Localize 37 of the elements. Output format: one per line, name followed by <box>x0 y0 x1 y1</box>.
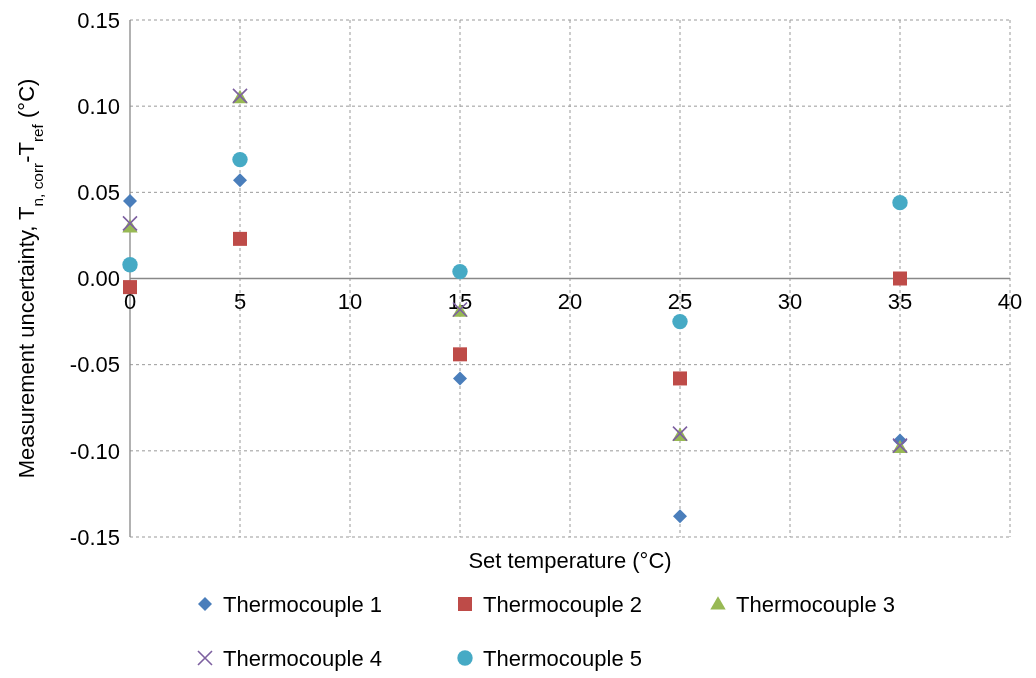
point <box>452 263 468 280</box>
legend-label: Thermocouple 3 <box>736 591 895 617</box>
legend-label: Thermocouple 5 <box>483 645 642 671</box>
point <box>673 509 687 524</box>
point <box>123 193 137 208</box>
point <box>892 194 908 211</box>
point <box>453 371 467 386</box>
point <box>233 173 247 188</box>
x-tick-label: 20 <box>557 288 583 314</box>
x-tick-label: 10 <box>337 288 363 314</box>
point <box>232 151 248 168</box>
y-tick-label: 0.10 <box>77 93 120 119</box>
x-tick-label: 25 <box>667 288 693 314</box>
y-tick-label: 0.05 <box>77 180 120 206</box>
point <box>123 280 137 295</box>
legend-label: Thermocouple 2 <box>483 591 642 617</box>
point <box>893 271 907 286</box>
point <box>122 215 138 232</box>
point <box>453 347 467 362</box>
x-tick-label: 40 <box>997 288 1023 314</box>
y-tick-label: -0.10 <box>69 438 120 464</box>
y-tick-label: -0.05 <box>69 352 120 378</box>
legend-label: Thermocouple 1 <box>223 591 382 617</box>
point <box>672 313 688 330</box>
point <box>233 231 247 246</box>
x-tick-label: 30 <box>777 288 803 314</box>
y-tick-label: -0.15 <box>69 524 120 550</box>
x-tick-label: 35 <box>887 288 913 314</box>
legend-label: Thermocouple 4 <box>223 645 382 671</box>
x-tick-label: 5 <box>233 288 247 314</box>
x-tick-label: 0 <box>123 288 137 314</box>
point <box>673 371 687 386</box>
y-tick-label: 0.00 <box>77 266 120 292</box>
y-tick-label: 0.15 <box>77 7 120 33</box>
x-tick-label: 15 <box>447 288 473 314</box>
point <box>122 257 138 273</box>
x-axis-title: Set temperature (°C) <box>468 548 672 573</box>
